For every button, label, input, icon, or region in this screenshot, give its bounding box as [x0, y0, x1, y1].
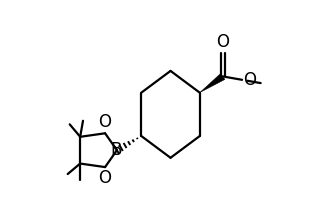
Polygon shape — [200, 73, 225, 93]
Text: O: O — [99, 113, 112, 131]
Text: O: O — [243, 71, 257, 89]
Text: B: B — [111, 141, 122, 159]
Text: O: O — [99, 169, 112, 187]
Text: O: O — [216, 33, 229, 51]
